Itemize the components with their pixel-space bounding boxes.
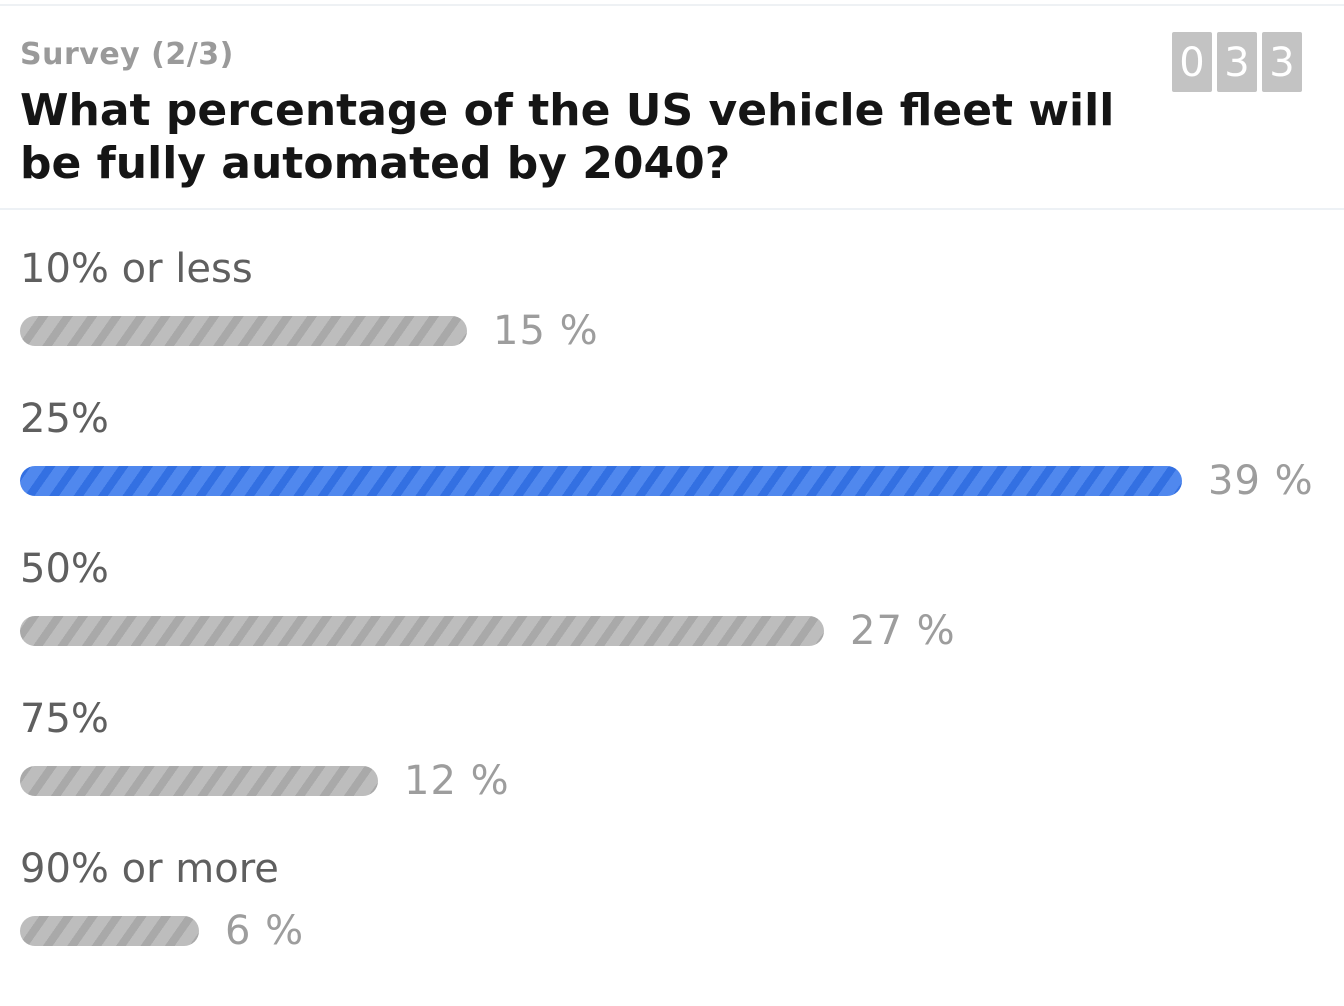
result-bar-track [20,766,1182,796]
answer-option[interactable]: 90% or more 6 % [20,844,1344,994]
result-percent: 6 % [225,908,305,954]
result-percent: 39 % [1208,458,1314,504]
answer-option[interactable]: 25% 39 % [20,394,1344,544]
result-bar-track [20,316,1182,346]
result-bar [20,466,1182,496]
survey-header: Survey (2/3) What percentage of the US v… [0,6,1344,210]
result-percent: 12 % [404,758,510,804]
counter-digit: 0 [1172,32,1212,92]
result-bar-track [20,616,1182,646]
counter-digit: 3 [1217,32,1257,92]
result-bar-track [20,916,1182,946]
option-label: 50% [20,546,109,592]
result-bar [20,916,199,946]
result-bar [20,766,378,796]
answer-option[interactable]: 10% or less 15 % [20,244,1344,394]
answer-option[interactable]: 75% 12 % [20,694,1344,844]
option-label: 75% [20,696,109,742]
result-percent: 27 % [850,608,956,654]
option-label: 90% or more [20,846,279,892]
result-bar [20,316,467,346]
response-counter: 0 3 3 [1172,32,1302,92]
result-percent: 15 % [493,308,599,354]
survey-progress-label: Survey (2/3) [20,37,234,72]
counter-digit: 3 [1262,32,1302,92]
answer-option[interactable]: 50% 27 % [20,544,1344,694]
result-bar-track [20,466,1182,496]
top-divider [0,4,1344,6]
answer-options: 10% or less 15 % 25% 39 % 50% 27 % 75% [20,244,1344,994]
option-label: 10% or less [20,246,253,292]
survey-question: What percentage of the US vehicle fleet … [20,85,1115,189]
option-label: 25% [20,396,109,442]
result-bar [20,616,824,646]
